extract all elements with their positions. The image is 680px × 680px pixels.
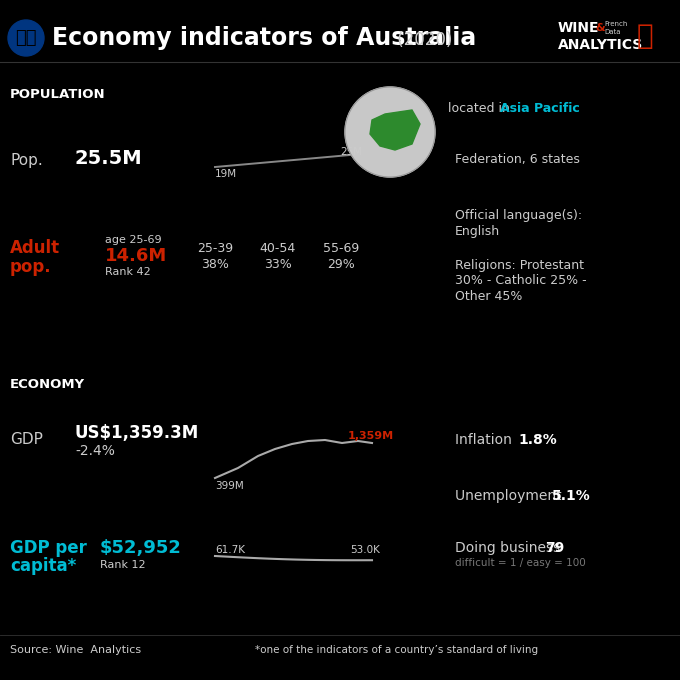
Text: Rank 12: Rank 12 xyxy=(100,560,146,570)
Text: 5.1%: 5.1% xyxy=(552,489,591,503)
Text: Source: Wine  Analytics: Source: Wine Analytics xyxy=(10,645,141,655)
Text: Unemployment: Unemployment xyxy=(455,489,566,503)
Text: 53.0K: 53.0K xyxy=(350,545,380,555)
Text: 25.5M: 25.5M xyxy=(75,148,143,167)
Text: 25M: 25M xyxy=(340,147,362,157)
Text: US$1,359.3M: US$1,359.3M xyxy=(75,424,199,442)
Text: 19M: 19M xyxy=(215,169,237,179)
Text: 40-54: 40-54 xyxy=(260,241,296,254)
Text: 25-39: 25-39 xyxy=(197,241,233,254)
Text: $52,952: $52,952 xyxy=(100,539,182,557)
Circle shape xyxy=(345,87,435,177)
Text: (2020): (2020) xyxy=(392,31,452,49)
Text: 1,359M: 1,359M xyxy=(348,431,394,441)
Text: Doing business: Doing business xyxy=(455,541,564,555)
Text: Adult: Adult xyxy=(10,239,60,257)
Text: ECONOMY: ECONOMY xyxy=(10,379,85,392)
Circle shape xyxy=(8,20,44,56)
Text: 🇦🇺: 🇦🇺 xyxy=(15,29,37,47)
Text: 🐓: 🐓 xyxy=(636,22,653,50)
Text: 399M: 399M xyxy=(215,481,243,491)
Text: difficult = 1 / easy = 100: difficult = 1 / easy = 100 xyxy=(455,558,585,568)
Text: POPULATION: POPULATION xyxy=(10,88,105,101)
Text: GDP per: GDP per xyxy=(10,539,87,557)
Text: Data: Data xyxy=(604,29,620,35)
Text: Economy indicators of Australia: Economy indicators of Australia xyxy=(52,26,476,50)
Text: capita*: capita* xyxy=(10,557,76,575)
Text: English: English xyxy=(455,224,500,237)
Text: ANALYTICS: ANALYTICS xyxy=(558,38,643,52)
Text: 79: 79 xyxy=(545,541,564,555)
Text: Religions: Protestant: Religions: Protestant xyxy=(455,258,584,271)
Text: 14.6M: 14.6M xyxy=(105,247,167,265)
Text: 38%: 38% xyxy=(201,258,229,271)
Text: Pop.: Pop. xyxy=(10,152,43,167)
Text: located in: located in xyxy=(448,101,514,114)
Text: Official language(s):: Official language(s): xyxy=(455,209,582,222)
Text: French: French xyxy=(604,21,628,27)
Text: WINE: WINE xyxy=(558,21,600,35)
Text: 55-69: 55-69 xyxy=(323,241,359,254)
Text: *one of the indicators of a country’s standard of living: *one of the indicators of a country’s st… xyxy=(255,645,538,655)
Text: age 25-69: age 25-69 xyxy=(105,235,162,245)
Text: 33%: 33% xyxy=(264,258,292,271)
Text: 30% - Catholic 25% -: 30% - Catholic 25% - xyxy=(455,275,587,288)
Text: GDP: GDP xyxy=(10,432,43,447)
Text: Rank 42: Rank 42 xyxy=(105,267,151,277)
Text: Other 45%: Other 45% xyxy=(455,290,522,303)
Polygon shape xyxy=(370,110,420,150)
Text: Federation, 6 states: Federation, 6 states xyxy=(455,154,580,167)
Text: pop.: pop. xyxy=(10,258,52,276)
Text: 1.8%: 1.8% xyxy=(518,433,557,447)
Text: -2.4%: -2.4% xyxy=(75,444,115,458)
Text: &: & xyxy=(595,23,605,33)
Text: Inflation: Inflation xyxy=(455,433,516,447)
Text: Asia Pacific: Asia Pacific xyxy=(500,101,580,114)
Text: 61.7K: 61.7K xyxy=(215,545,245,555)
Text: 29%: 29% xyxy=(327,258,355,271)
